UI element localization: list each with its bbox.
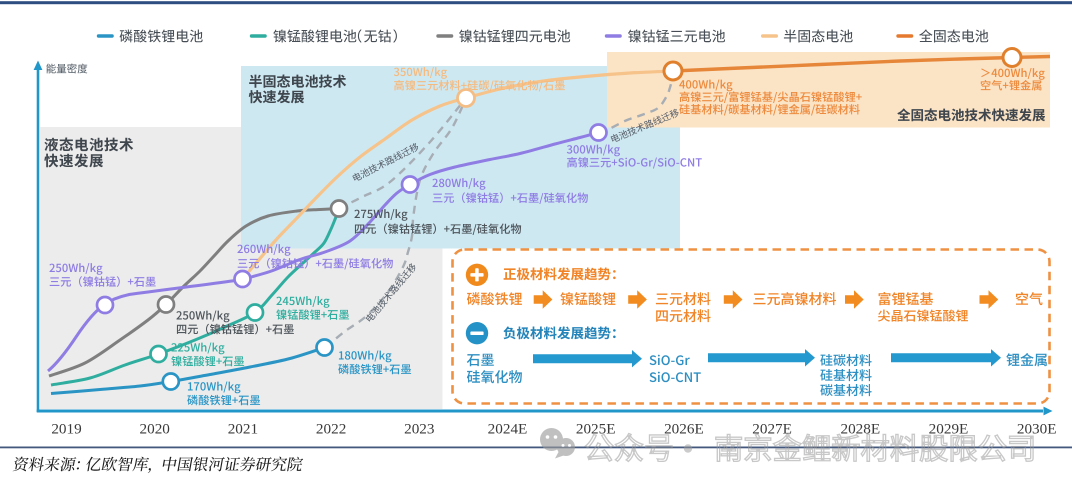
svg-text:2029E: 2029E: [929, 421, 969, 438]
svg-text:2020: 2020: [140, 421, 171, 438]
svg-text:2030E: 2030E: [1017, 421, 1057, 438]
svg-text:2026E: 2026E: [664, 421, 704, 438]
svg-text:2025E: 2025E: [576, 421, 616, 438]
svg-text:2024E: 2024E: [488, 421, 528, 438]
svg-text:2019: 2019: [51, 421, 81, 438]
svg-text:2021: 2021: [228, 421, 258, 438]
svg-text:2022: 2022: [316, 421, 346, 438]
svg-text:2027E: 2027E: [752, 421, 792, 438]
svg-text:2028E: 2028E: [840, 421, 880, 438]
svg-text:2023: 2023: [404, 421, 434, 438]
